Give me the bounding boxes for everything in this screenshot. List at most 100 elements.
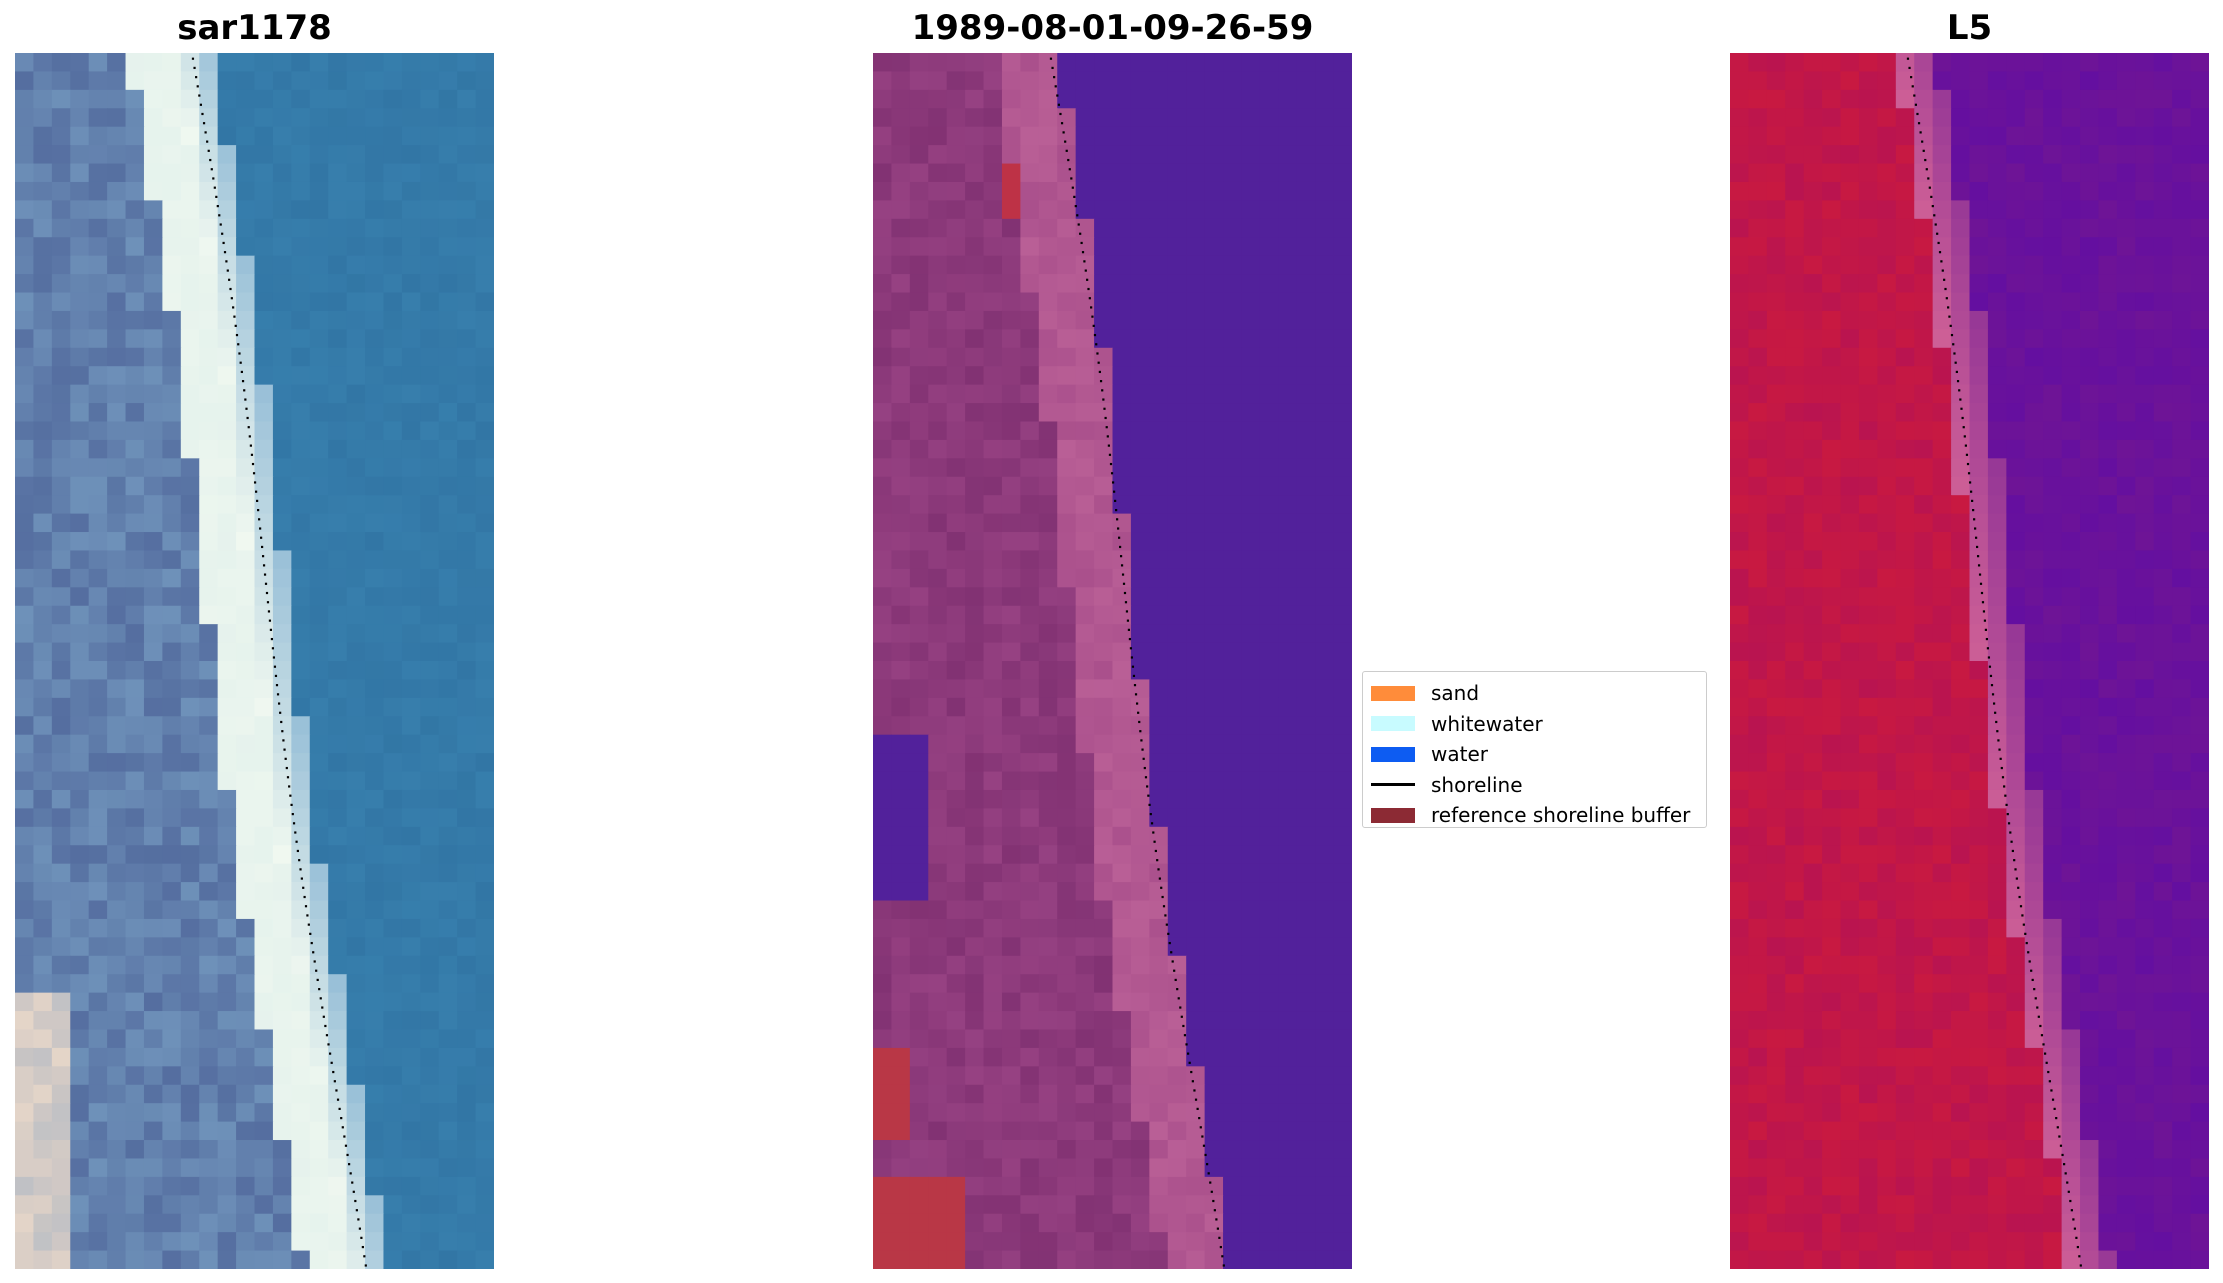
image-pixel <box>2080 771 2100 791</box>
image-pixel <box>1259 1232 1279 1252</box>
image-pixel <box>162 181 182 201</box>
image-pixel <box>2043 495 2063 515</box>
image-pixel <box>1001 1066 1021 1086</box>
image-pixel <box>965 734 985 754</box>
image-pixel <box>1001 937 1021 957</box>
image-pixel <box>272 789 292 809</box>
image-pixel <box>1075 292 1095 312</box>
image-pixel <box>33 53 53 73</box>
image-pixel <box>1333 513 1352 533</box>
image-pixel <box>891 1158 911 1178</box>
image-pixel <box>1315 1121 1335 1141</box>
image-pixel <box>946 716 966 736</box>
image-pixel <box>51 532 71 552</box>
image-pixel <box>162 937 182 957</box>
image-pixel <box>891 642 911 662</box>
image-pixel <box>217 734 237 754</box>
image-pixel <box>1038 403 1058 423</box>
image-pixel <box>254 347 274 367</box>
image-pixel <box>1278 163 1298 183</box>
image-pixel <box>1932 918 1952 938</box>
image-pixel <box>457 421 477 441</box>
image-pixel <box>1149 384 1169 404</box>
image-pixel <box>1315 53 1335 73</box>
image-pixel <box>928 1176 948 1196</box>
image-pixel <box>438 53 458 73</box>
image-pixel <box>2098 274 2118 294</box>
shoreline-point <box>321 1006 324 1009</box>
image-pixel <box>1241 900 1261 920</box>
image-pixel <box>383 900 403 920</box>
image-pixel <box>1278 642 1298 662</box>
image-pixel <box>1075 1176 1095 1196</box>
image-pixel <box>438 642 458 662</box>
image-pixel <box>217 310 237 330</box>
image-pixel <box>1223 458 1243 478</box>
image-pixel <box>2080 845 2100 865</box>
image-pixel <box>983 1066 1003 1086</box>
image-pixel <box>1020 53 1040 73</box>
image-pixel <box>983 734 1003 754</box>
image-pixel <box>2135 439 2155 459</box>
image-pixel <box>217 1103 237 1123</box>
image-pixel <box>1932 937 1952 957</box>
image-pixel <box>365 366 385 386</box>
image-pixel <box>2006 918 2026 938</box>
image-pixel <box>1204 513 1224 533</box>
image-pixel <box>1296 476 1316 496</box>
image-pixel <box>2098 937 2118 957</box>
image-pixel <box>1149 1047 1169 1067</box>
image-pixel <box>1149 1232 1169 1252</box>
image-pixel <box>346 753 366 773</box>
image-pixel <box>983 679 1003 699</box>
image-pixel <box>909 789 929 809</box>
shoreline-point <box>1080 241 1083 245</box>
image-pixel <box>873 845 893 865</box>
image-pixel <box>15 89 35 109</box>
image-pixel <box>965 900 985 920</box>
image-pixel <box>199 1084 219 1104</box>
image-pixel <box>328 624 348 644</box>
image-pixel <box>1259 421 1279 441</box>
image-pixel <box>2024 550 2044 570</box>
image-pixel <box>291 955 311 975</box>
image-pixel <box>107 1232 127 1252</box>
image-pixel <box>891 587 911 607</box>
image-pixel <box>1315 568 1335 588</box>
image-pixel <box>70 716 90 736</box>
image-pixel <box>1932 126 1952 146</box>
shoreline-point <box>286 776 290 779</box>
image-pixel <box>1840 568 1860 588</box>
image-pixel <box>365 918 385 938</box>
image-pixel <box>1112 900 1132 920</box>
image-pixel <box>1932 550 1952 570</box>
image-pixel <box>1057 274 1077 294</box>
image-pixel <box>1259 789 1279 809</box>
image-pixel <box>2135 89 2155 109</box>
image-pixel <box>236 845 256 865</box>
shoreline-point <box>1134 693 1138 696</box>
image-pixel <box>2098 697 2118 717</box>
image-pixel <box>1766 679 1786 699</box>
image-pixel <box>1112 605 1132 625</box>
image-pixel <box>2043 826 2063 846</box>
image-pixel <box>33 1176 53 1196</box>
image-pixel <box>365 1250 385 1269</box>
image-pixel <box>475 550 494 570</box>
image-pixel <box>2080 476 2100 496</box>
image-pixel <box>2043 53 2063 73</box>
image-pixel <box>2061 237 2081 257</box>
image-pixel <box>475 292 494 312</box>
image-pixel <box>383 845 403 865</box>
image-pixel <box>1333 1011 1352 1031</box>
image-pixel <box>1932 53 1952 73</box>
image-pixel <box>236 476 256 496</box>
image-pixel <box>328 1213 348 1233</box>
image-pixel <box>1785 863 1805 883</box>
image-pixel <box>1149 771 1169 791</box>
image-pixel <box>1241 605 1261 625</box>
image-pixel <box>1167 237 1187 257</box>
image-pixel <box>420 1084 440 1104</box>
image-pixel <box>1094 1213 1114 1233</box>
image-pixel <box>1075 200 1095 220</box>
